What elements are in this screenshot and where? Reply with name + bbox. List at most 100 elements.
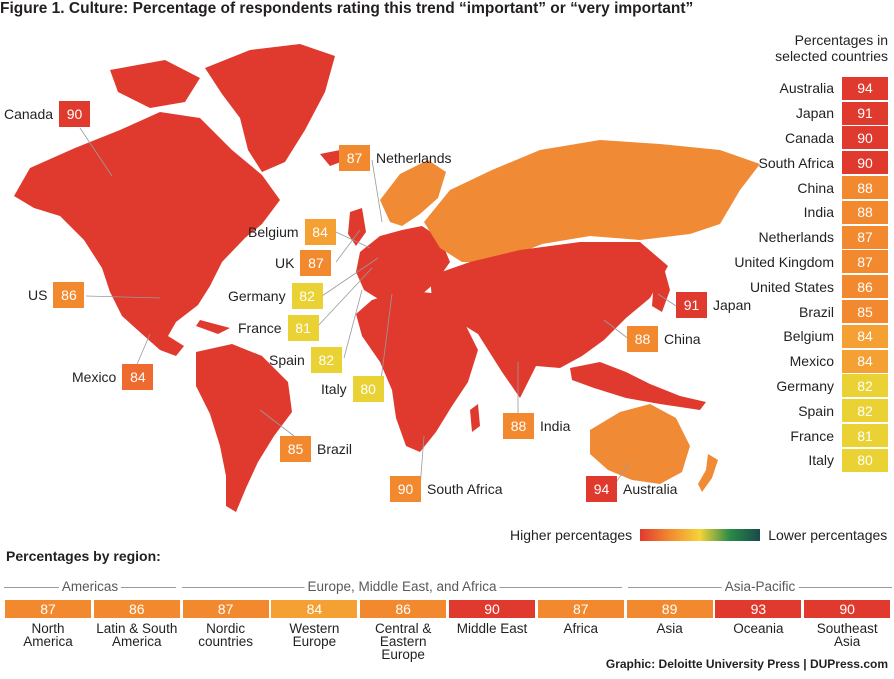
country-name: Netherlands xyxy=(758,229,835,246)
label-france: France 81 xyxy=(238,315,319,341)
southeast-asia-shape xyxy=(570,362,706,410)
country-name: United States xyxy=(749,278,834,295)
label-name: Japan xyxy=(713,297,752,313)
greenland-shape xyxy=(205,44,335,172)
value-box: 82 xyxy=(291,283,323,309)
label-name: South Africa xyxy=(427,481,503,497)
label-belgium: Belgium 84 xyxy=(248,219,336,245)
side-heading-line: Percentages in xyxy=(794,32,888,48)
label-spain: Spain 82 xyxy=(269,347,342,373)
region-item: 87 North America xyxy=(5,600,91,648)
region-name-line: Nordic xyxy=(206,621,246,636)
region-item: 87 Nordic countries xyxy=(182,600,269,649)
country-value: 82 xyxy=(842,374,888,398)
madagascar-shape xyxy=(470,404,480,432)
label-china: 88 China xyxy=(627,326,701,352)
label-south-africa: 90 South Africa xyxy=(390,476,503,502)
region-value-bar: 84 xyxy=(271,600,358,618)
region-value-bar: 87 xyxy=(182,600,269,618)
region-item: 93 Oceania xyxy=(715,600,802,636)
country-name: Spain xyxy=(798,402,834,419)
label-mexico: Mexico 84 xyxy=(72,364,154,390)
country-row: India 88 xyxy=(734,200,888,225)
region-name-line: America xyxy=(23,634,73,649)
value-box: 84 xyxy=(122,364,154,390)
value-box: 88 xyxy=(627,326,658,352)
region-name-line: Western xyxy=(289,621,340,636)
country-row: Germany 82 xyxy=(734,374,888,399)
regions-title: Percentages by region: xyxy=(6,548,161,564)
region-name-line: countries xyxy=(198,634,253,649)
region-name-line: Central & xyxy=(375,621,432,636)
label-name: Italy xyxy=(321,381,347,397)
label-uk: UK 87 xyxy=(275,250,332,276)
value-box: 80 xyxy=(352,376,384,402)
country-row: Mexico 84 xyxy=(734,349,888,374)
label-name: Belgium xyxy=(248,224,299,240)
region-value-bar: 89 xyxy=(626,600,713,618)
label-name: Germany xyxy=(228,288,286,304)
label-germany: Germany 82 xyxy=(228,283,323,309)
label-japan: 91 Japan xyxy=(676,292,751,318)
label-name: China xyxy=(664,331,701,347)
selected-countries-list: Australia 94 Japan 91 Canada 90 South Africa 90… xyxy=(734,76,888,473)
region-name-line: Middle East xyxy=(456,621,528,636)
legend-gradient xyxy=(640,529,761,541)
region-name: Oceania xyxy=(715,622,801,636)
label-name: UK xyxy=(275,255,295,271)
label-name: Canada xyxy=(4,106,54,122)
region-value-bar: 86 xyxy=(360,600,447,618)
label-name: Australia xyxy=(623,481,678,497)
value-box: 87 xyxy=(339,145,370,171)
region-name: Southeast Asia xyxy=(804,622,890,649)
country-value: 90 xyxy=(842,126,888,150)
region-value-bar: 86 xyxy=(93,600,180,618)
region-name-line: Asia xyxy=(656,621,683,636)
region-name-line: Asia xyxy=(834,634,861,649)
caribbean-shape xyxy=(196,320,230,334)
legend-lower-label: Lower percentages xyxy=(768,527,888,543)
russia-shape xyxy=(424,140,760,262)
region-name-line: Eastern Europe xyxy=(379,634,427,662)
arctic-islands-shape xyxy=(110,60,200,108)
country-row: United States 86 xyxy=(734,274,888,299)
value-box: 87 xyxy=(300,250,332,276)
leader-line xyxy=(321,257,379,297)
label-name: US xyxy=(28,287,48,303)
country-name: China xyxy=(797,179,834,196)
value-box: 94 xyxy=(586,476,617,502)
label-name: Brazil xyxy=(317,441,353,457)
region-value-bar: 87 xyxy=(5,600,91,618)
side-heading: Percentages in selected countries xyxy=(775,32,888,64)
region-name-line: Europe xyxy=(292,634,337,649)
south-america-shape xyxy=(196,344,292,512)
world-map xyxy=(14,44,760,512)
label-name: Mexico xyxy=(72,369,117,385)
graphic-credit: Graphic: Deloitte University Press | DUP… xyxy=(605,657,888,671)
country-value: 87 xyxy=(842,225,888,249)
region-item: 89 Asia xyxy=(626,600,713,636)
country-row: Canada 90 xyxy=(734,126,888,151)
value-box: 88 xyxy=(503,413,534,439)
value-box: 90 xyxy=(59,101,91,127)
country-value: 84 xyxy=(842,324,888,348)
region-groups: Americas Europe, Middle East, and Africa… xyxy=(4,579,892,595)
country-name: Mexico xyxy=(789,353,834,370)
legend-higher-label: Higher percentages xyxy=(510,527,633,543)
value-box: 91 xyxy=(676,292,707,318)
value-box: 82 xyxy=(310,347,342,373)
country-row: China 88 xyxy=(734,175,888,200)
asia-shape xyxy=(430,242,668,398)
region-name: Nordic countries xyxy=(183,621,269,649)
label-india: 88 India xyxy=(503,413,570,439)
country-row: France 81 xyxy=(734,423,888,448)
region-bars: 87 North America 86 Latin & South America 87 No… xyxy=(4,600,892,661)
country-value: 88 xyxy=(842,176,888,200)
country-name: France xyxy=(790,427,834,444)
new-zealand-shape xyxy=(698,454,718,492)
country-name: United Kingdom xyxy=(734,253,834,270)
country-row: Belgium 84 xyxy=(734,324,888,349)
country-name: Brazil xyxy=(798,303,834,320)
region-group-asia-pacific: Asia-Pacific xyxy=(628,579,892,595)
value-box: 84 xyxy=(304,219,336,245)
